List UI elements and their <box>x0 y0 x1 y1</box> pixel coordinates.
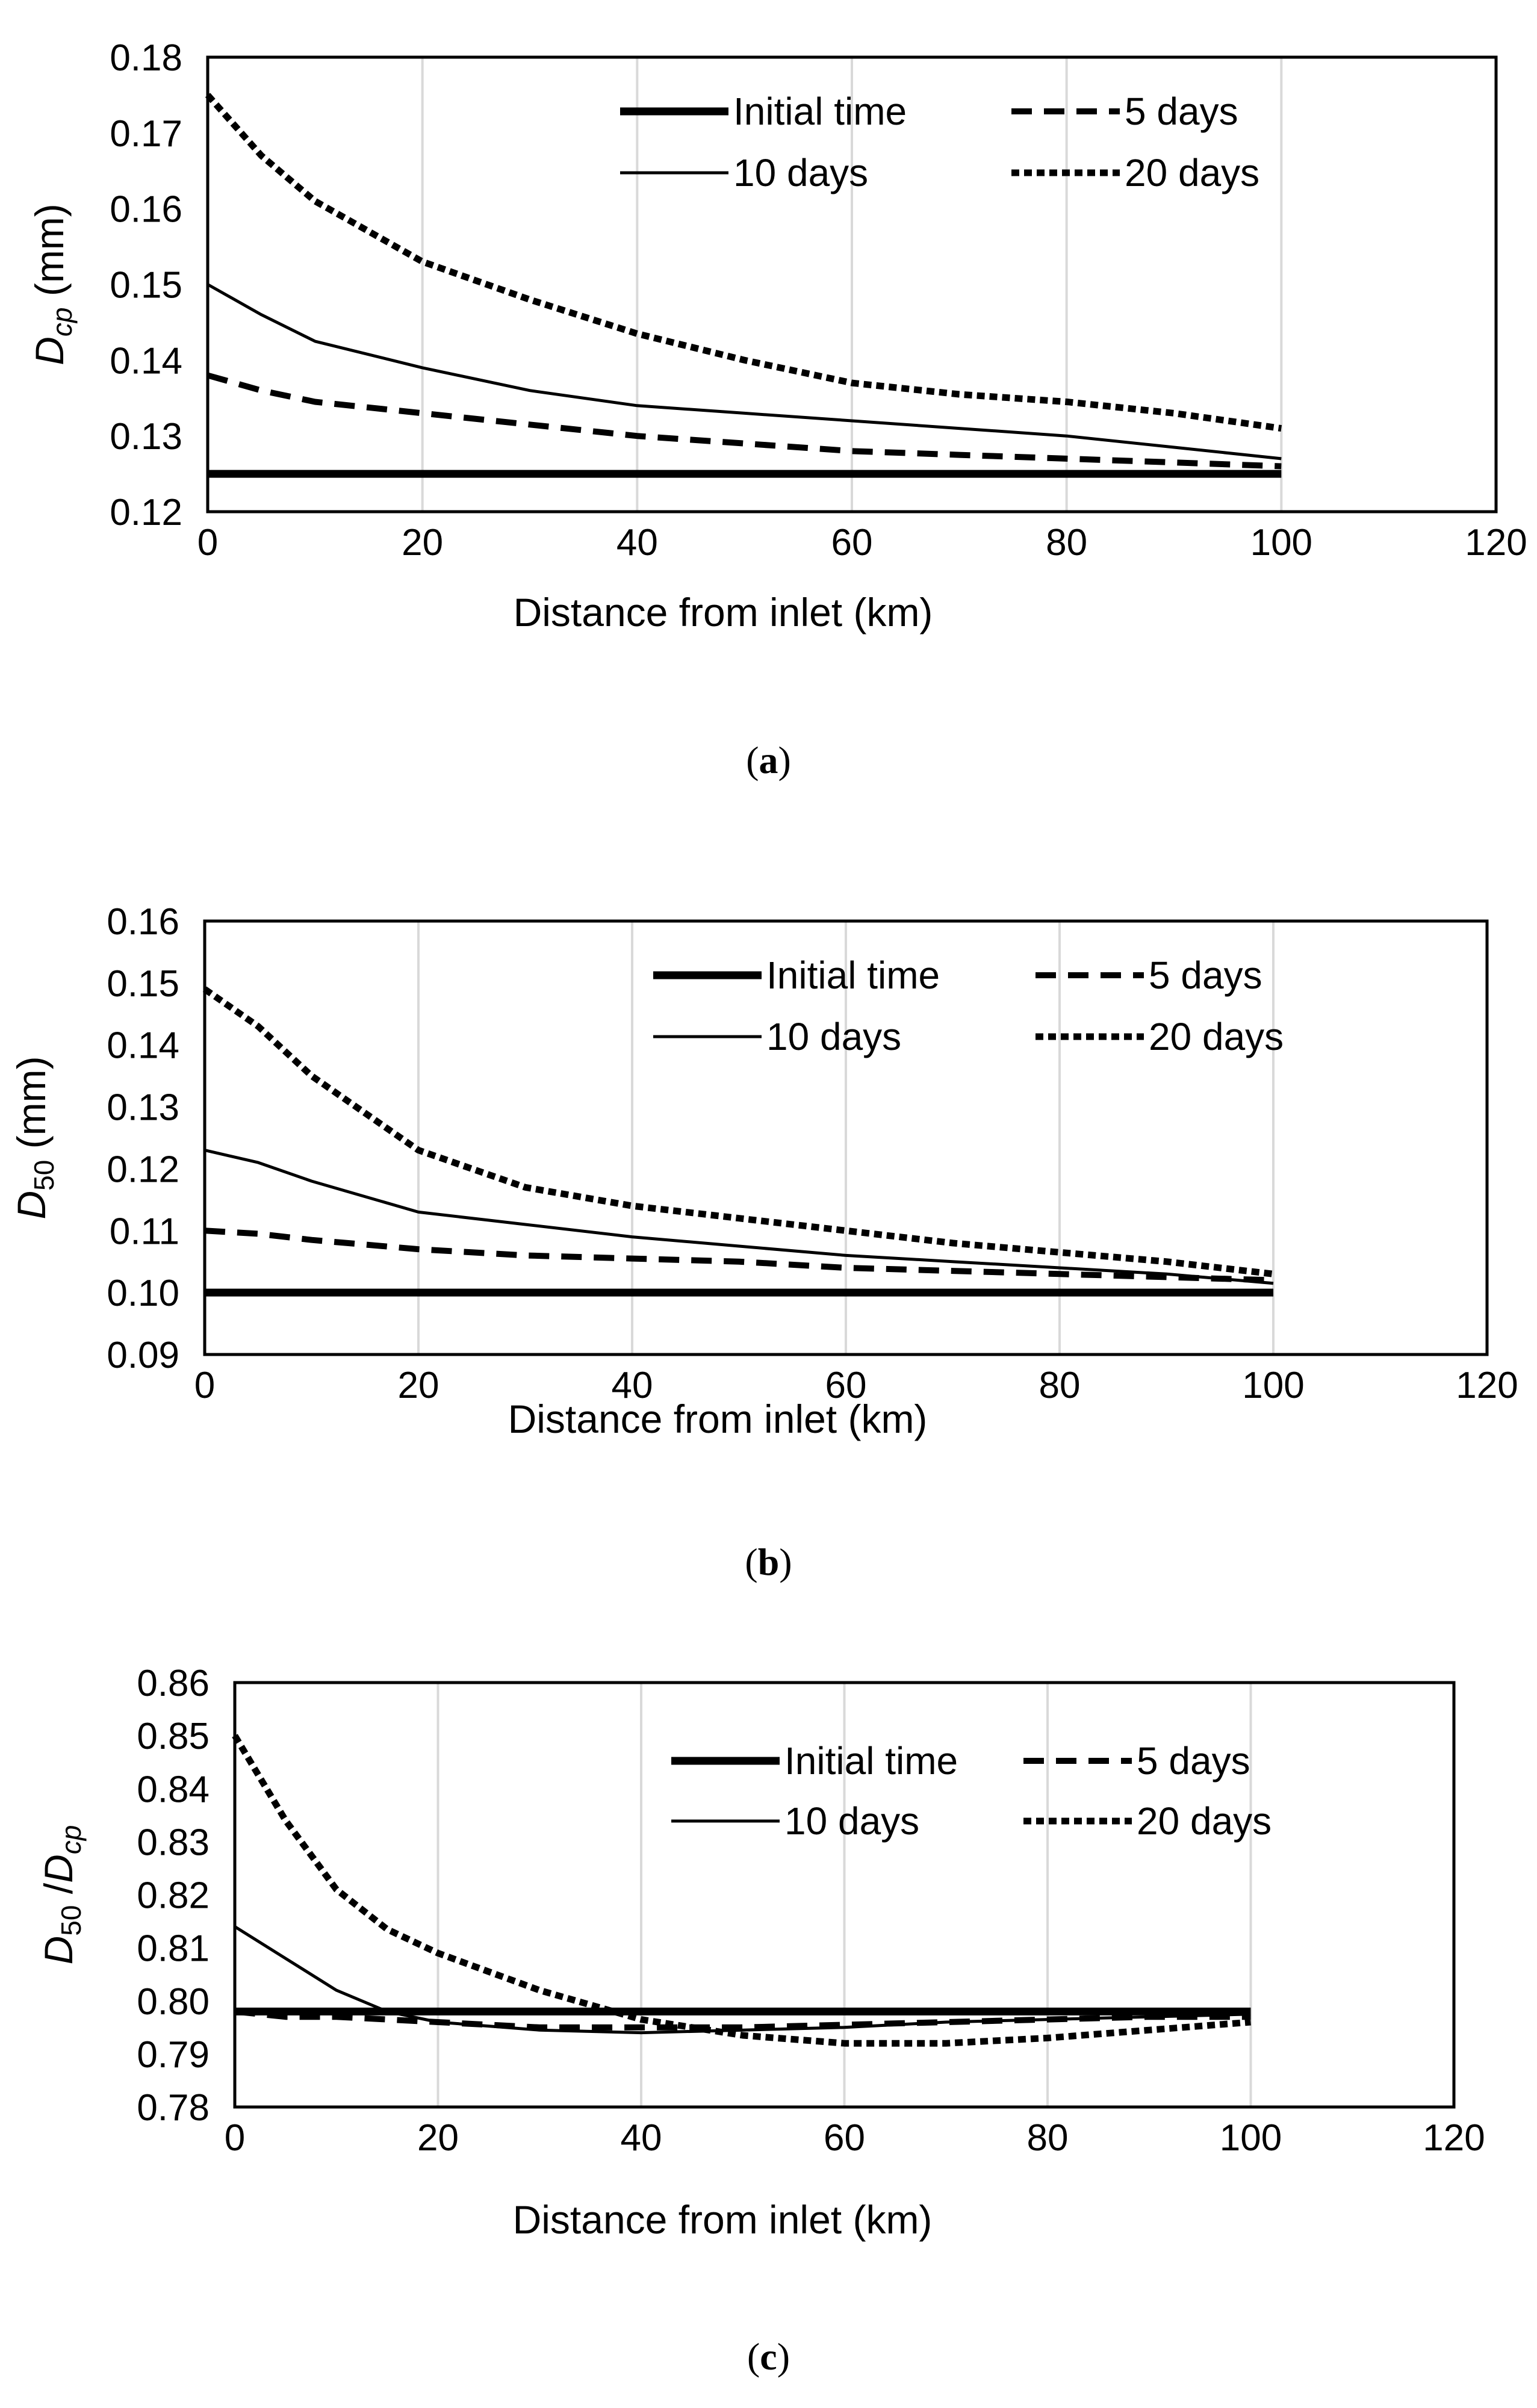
legend-a-2-label: 10 days <box>733 151 868 194</box>
x-axis-title-b: Distance from inlet (km) <box>508 1397 928 1441</box>
y-tick-a-0: 0.12 <box>110 492 182 533</box>
y-axis-title-c-main2: D <box>36 1854 81 1883</box>
y-tick-a-6: 0.18 <box>110 37 182 79</box>
x-tick-a-2: 40 <box>616 522 658 563</box>
y-axis-title-b: D50 (mm) <box>9 1056 60 1219</box>
x-tick-a-0: 0 <box>197 522 218 563</box>
y-tick-c-8: 0.86 <box>137 1663 210 1704</box>
caption-b-label: b <box>757 1541 780 1583</box>
y-tick-a-2: 0.14 <box>110 340 182 382</box>
y-tick-a-5: 0.17 <box>110 113 182 155</box>
y-axis-title-c-sub: 50 <box>55 1905 87 1936</box>
x-tick-c-3: 60 <box>824 2117 865 2159</box>
series-a-2-line <box>206 283 1282 461</box>
series-c-2-line <box>234 1925 1251 2035</box>
legend-a-1-label: 5 days <box>1125 90 1238 133</box>
legend-b-3-label: 20 days <box>1149 1015 1284 1058</box>
y-tick-b-4: 0.13 <box>107 1087 179 1129</box>
y-tick-c-3: 0.81 <box>137 1928 210 1970</box>
series-a-1-line <box>206 372 1282 470</box>
y-axis-title-a: Dcp (mm) <box>27 203 78 365</box>
x-tick-c-6: 120 <box>1423 2117 1485 2159</box>
y-axis-title-c-sub2: cp <box>55 1825 87 1855</box>
chart-a: 0 20 40 60 80 100 120 0.12 0.13 0.14 0.15 0.16 0.17 0… <box>27 37 1527 635</box>
y-axis-title-c-mid: / <box>36 1882 81 1905</box>
caption-a: (a) <box>746 739 791 781</box>
y-axis-title-a-units: (mm) <box>27 203 72 307</box>
series-a-3-line <box>205 93 1282 432</box>
y-tick-c-6: 0.84 <box>137 1769 210 1810</box>
x-axis-title-a: Distance from inlet (km) <box>514 590 933 635</box>
y-tick-c-0: 0.78 <box>137 2087 210 2129</box>
y-tick-c-1: 0.79 <box>137 2034 210 2076</box>
legend-a-0-label: Initial time <box>733 90 907 133</box>
legend-b-2-label: 10 days <box>766 1015 901 1058</box>
chart-c: 0 20 40 60 80 100 120 0.78 0.79 0.80 0.81 0.82 0.83 0… <box>36 1663 1485 2242</box>
x-tick-b-4: 80 <box>1039 1365 1081 1406</box>
y-axis-title-c: D50 /Dcp <box>36 1825 87 1965</box>
caption-b: (b) <box>745 1541 792 1583</box>
legend-c-3-label: 20 days <box>1137 1799 1272 1843</box>
legend-a-3-label: 20 days <box>1125 151 1259 194</box>
x-tick-c-0: 0 <box>225 2117 245 2159</box>
x-tick-a-3: 60 <box>831 522 873 563</box>
x-tick-c-5: 100 <box>1220 2117 1282 2159</box>
x-tick-a-1: 20 <box>402 522 443 563</box>
x-tick-b-0: 0 <box>194 1365 215 1406</box>
y-tick-c-7: 0.85 <box>137 1716 210 1757</box>
plot-frame-b <box>203 919 1489 1356</box>
y-tick-b-5: 0.14 <box>107 1025 179 1067</box>
x-tick-b-2: 40 <box>612 1365 653 1406</box>
y-axis-title-b-sub: 50 <box>28 1160 60 1191</box>
y-axis-title-b-units: (mm) <box>9 1056 54 1159</box>
x-axis-title-c: Distance from inlet (km) <box>513 2197 933 2242</box>
y-tick-a-4: 0.16 <box>110 189 182 231</box>
legend-b-1-label: 5 days <box>1149 954 1262 997</box>
y-tick-a-3: 0.15 <box>110 265 182 306</box>
caption-c-label: c <box>760 2335 777 2378</box>
y-axis-title-b-main: D <box>9 1191 54 1220</box>
caption-c: (c) <box>747 2335 790 2378</box>
plot-frame-a <box>206 55 1498 514</box>
y-tick-c-2: 0.80 <box>137 1981 210 2023</box>
y-tick-b-3: 0.12 <box>107 1149 179 1190</box>
x-tick-a-5: 100 <box>1250 522 1312 563</box>
x-tick-a-6: 120 <box>1465 522 1527 563</box>
x-tick-a-4: 80 <box>1046 522 1087 563</box>
series-b-1-line <box>204 1227 1274 1283</box>
chart-b: 0 20 40 60 80 100 120 0.09 0.10 0.11 0.12 0.13 0.14 0… <box>9 901 1518 1441</box>
caption-a-label: a <box>759 739 778 781</box>
x-tick-c-1: 20 <box>417 2117 459 2159</box>
plot-frame-c <box>233 1681 1456 2109</box>
x-tick-b-3: 60 <box>825 1365 867 1406</box>
y-tick-b-2: 0.11 <box>110 1211 179 1252</box>
y-axis-title-a-sub: cp <box>46 308 78 337</box>
y-tick-b-1: 0.10 <box>107 1273 179 1314</box>
y-tick-b-6: 0.15 <box>107 963 179 1005</box>
x-tick-b-6: 120 <box>1456 1365 1518 1406</box>
x-tick-b-1: 20 <box>398 1365 439 1406</box>
legend-c-1-label: 5 days <box>1137 1739 1250 1783</box>
x-tick-c-4: 80 <box>1027 2117 1069 2159</box>
y-axis-title-c-main: D <box>36 1936 81 1965</box>
y-axis-title-a-main: D <box>27 337 72 365</box>
y-tick-b-7: 0.16 <box>107 901 179 943</box>
series-b-3-line <box>202 986 1274 1277</box>
series-b-2-line <box>204 1149 1274 1285</box>
legend-c-0-label: Initial time <box>784 1739 958 1783</box>
legend-b-0-label: Initial time <box>766 954 940 997</box>
y-tick-c-4: 0.82 <box>137 1875 210 1917</box>
y-tick-a-1: 0.13 <box>110 416 182 458</box>
y-tick-c-5: 0.83 <box>137 1822 210 1863</box>
y-tick-b-0: 0.09 <box>107 1335 179 1376</box>
series-c-3-line <box>232 1734 1251 2047</box>
x-tick-b-5: 100 <box>1242 1365 1304 1406</box>
x-tick-c-2: 40 <box>621 2117 662 2159</box>
legend-c-2-label: 10 days <box>784 1799 919 1843</box>
